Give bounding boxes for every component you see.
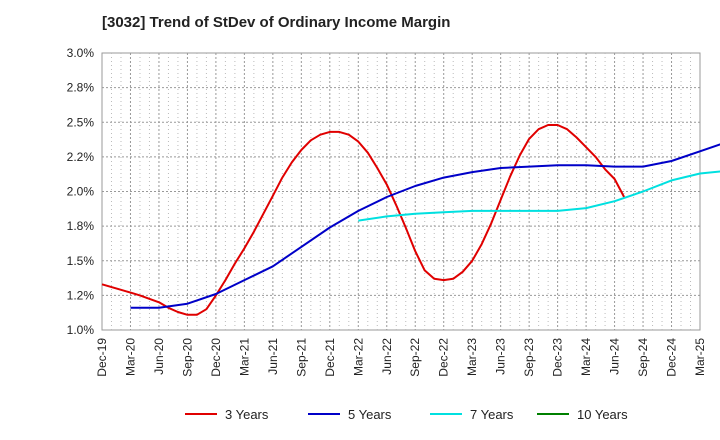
x-tick-label: Dec-22: [437, 338, 451, 377]
x-tick-label: Sep-20: [180, 338, 194, 377]
x-tick-label: Mar-23: [465, 338, 479, 376]
y-tick-label: 2.5%: [67, 115, 95, 129]
x-tick-label: Jun-24: [608, 338, 622, 375]
series-line-7-years: [358, 170, 720, 222]
x-tick-label: Dec-19: [95, 338, 109, 377]
chart-title: [3032] Trend of StDev of Ordinary Income…: [102, 14, 451, 31]
x-tick-label: Sep-24: [636, 338, 650, 377]
y-tick-label: 2.8%: [67, 81, 95, 95]
x-tick-label: Jun-22: [380, 338, 394, 375]
x-tick-label: Mar-24: [579, 338, 593, 376]
series-line-3-years: [101, 124, 625, 316]
x-tick-label: Mar-22: [351, 338, 365, 376]
legend-label: 7 Years: [470, 407, 514, 422]
x-tick-label: Mar-21: [237, 338, 251, 376]
x-tick-label: Jun-20: [152, 338, 166, 375]
y-tick-label: 1.2%: [67, 288, 95, 302]
y-tick-label: 2.2%: [67, 150, 95, 164]
x-tick-label: Jun-23: [494, 338, 508, 375]
x-tick-label: Sep-22: [408, 338, 422, 377]
x-tick-label: Sep-21: [294, 338, 308, 377]
legend-label: 3 Years: [225, 407, 269, 422]
x-tick-label: Dec-21: [323, 338, 337, 377]
x-tick-label: Dec-24: [665, 338, 679, 377]
y-tick-label: 2.0%: [67, 185, 95, 199]
y-tick-label: 1.8%: [67, 219, 95, 233]
legend-label: 10 Years: [577, 407, 628, 422]
y-tick-label: 1.0%: [67, 323, 95, 337]
x-tick-label: Mar-20: [123, 338, 137, 376]
x-tick-label: Mar-25: [693, 338, 707, 376]
y-tick-label: 3.0%: [67, 46, 95, 60]
x-tick-label: Dec-23: [551, 338, 565, 377]
x-tick-label: Jun-21: [266, 338, 280, 375]
series-line-5-years: [130, 143, 720, 309]
x-tick-label: Dec-20: [209, 338, 223, 377]
legend-label: 5 Years: [348, 407, 392, 422]
y-tick-label: 1.5%: [67, 254, 95, 268]
x-tick-label: Sep-23: [522, 338, 536, 377]
